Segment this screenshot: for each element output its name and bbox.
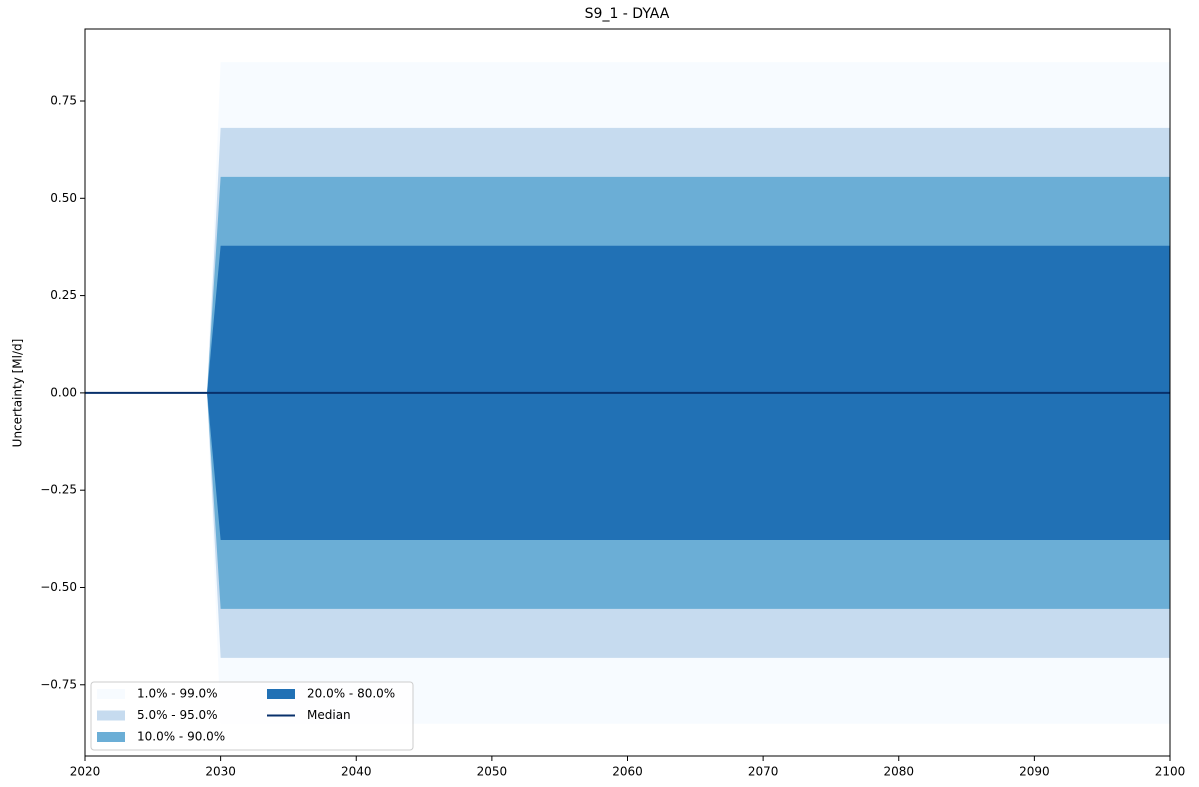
x-tick-label: 2100 — [1155, 765, 1186, 779]
y-tick-label: 0.00 — [50, 385, 77, 399]
y-tick-label: −0.50 — [40, 580, 77, 594]
x-tick-label: 2040 — [341, 765, 372, 779]
y-tick-label: 0.75 — [50, 93, 77, 107]
chart-title: S9_1 - DYAA — [585, 6, 670, 22]
y-axis-label: Uncertainty [Ml/d] — [11, 339, 25, 448]
x-tick-label: 2060 — [612, 765, 643, 779]
legend-label: 20.0% - 80.0% — [307, 687, 395, 701]
x-tick-label: 2050 — [477, 765, 508, 779]
x-tick-label: 2070 — [748, 765, 779, 779]
y-tick-label: −0.25 — [40, 483, 77, 497]
legend-label: 10.0% - 90.0% — [137, 730, 225, 744]
y-tick-label: 0.25 — [50, 288, 77, 302]
x-tick-label: 2090 — [1019, 765, 1050, 779]
x-tick-label: 2030 — [205, 765, 236, 779]
x-tick-label: 2080 — [883, 765, 914, 779]
legend-label: 1.0% - 99.0% — [137, 687, 218, 701]
legend-box — [90, 681, 414, 751]
legend-swatch — [97, 710, 125, 721]
legend: 1.0% - 99.0% 5.0% - 95.0% 10.0% - 90.0% 20.… — [90, 681, 414, 751]
x-tick-label: 2020 — [70, 765, 101, 779]
legend-swatch — [97, 732, 125, 742]
y-tick-label: 0.50 — [50, 191, 77, 205]
legend-swatch — [267, 689, 295, 699]
legend-swatch — [97, 689, 125, 699]
legend-label: Median — [307, 708, 351, 722]
y-tick-label: −0.75 — [40, 677, 77, 691]
legend-label: 5.0% - 95.0% — [137, 708, 218, 722]
